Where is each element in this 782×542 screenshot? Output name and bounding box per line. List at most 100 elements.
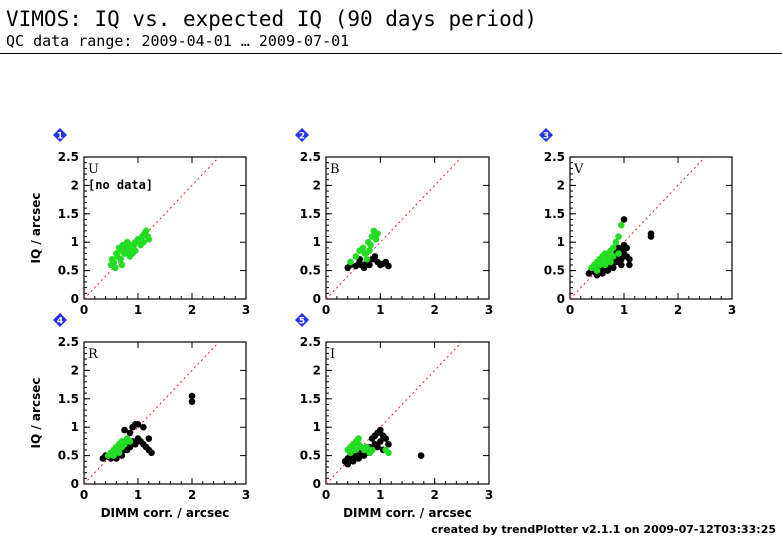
panel-2-ytick-label: 1: [313, 235, 321, 249]
panel-3-point: [618, 255, 625, 263]
panel-5-point: [368, 435, 376, 442]
panel-5-point: [377, 426, 384, 434]
panel-3-ytick-label: 0.5: [544, 264, 565, 278]
panel-4-ytick-label: 0.5: [58, 449, 79, 463]
panel-3-point: [615, 233, 622, 240]
panel-5-frame: [325, 341, 490, 485]
panel-3-point: [599, 270, 606, 277]
panel-2-point: [347, 258, 354, 266]
panel-1-xtick-label: 2: [188, 303, 196, 317]
panel-1-point: [117, 255, 125, 263]
panel-2-point: [352, 253, 360, 260]
panel-4-ytick-label: 2.5: [58, 335, 79, 349]
panel-4-point: [115, 449, 123, 457]
panel-5-point: [360, 452, 368, 459]
panel-2-badge-label: 2: [299, 132, 305, 142]
panel-1-point: [112, 264, 119, 272]
panel-1-xtick-label: 3: [242, 303, 250, 317]
panel-5-xtick-label: 1: [376, 488, 384, 502]
panel-5-xtick-label: 0: [322, 488, 330, 502]
panel-5-ytick-label: 1: [313, 420, 321, 434]
panel-5-point: [344, 460, 352, 468]
panel-3-point: [612, 258, 620, 266]
panel-5-point: [382, 435, 390, 442]
panel-1-xtick-label: 0: [80, 303, 88, 317]
panel-4-ytick-label: 1.5: [58, 392, 79, 406]
panel-2-band-label: B: [330, 162, 340, 177]
panel-3-ytick-label: 1: [557, 235, 565, 249]
panel-1-xtick-label: 1: [134, 303, 142, 317]
panel-3-point: [620, 216, 628, 223]
panel-3-xtick-label: 3: [728, 303, 736, 317]
panel-1-point: [132, 247, 139, 255]
panel-4-point: [145, 435, 153, 442]
panel-3-badge-label: 3: [543, 132, 549, 142]
panel-4-point: [121, 426, 128, 434]
panel-3-xtick-label: 1: [620, 303, 628, 317]
panel-5-point: [349, 457, 357, 465]
panel-3-xtick-label: 0: [566, 303, 574, 317]
panel-1-badge-label: 1: [57, 132, 63, 142]
panel-3-point: [623, 244, 630, 252]
panel-2-point: [366, 261, 373, 269]
panel-3-point: [607, 258, 614, 266]
panel-3-band-label: V: [573, 162, 584, 177]
page-title: VIMOS: IQ vs. expected IQ (90 days perio…: [6, 7, 538, 31]
panel-2-badge: [295, 128, 309, 142]
panel-5-band-label: I: [330, 347, 335, 362]
panel-5-ytick-label: 2: [313, 363, 321, 377]
panel-4-frame: [83, 341, 247, 485]
panel-1-ytick-label: 0.5: [58, 264, 79, 278]
header-divider: [0, 53, 782, 54]
panel-4-point: [134, 421, 142, 428]
panel-5-point: [385, 440, 392, 448]
panel-4-xtick-label: 3: [242, 488, 250, 502]
panel-2-point: [371, 253, 379, 260]
panel-2-point: [367, 241, 374, 249]
panel-5-xlabel: DIMM corr. / arcsec: [343, 506, 472, 520]
panel-1-band-label: U: [88, 162, 99, 177]
panel-3-ytick-label: 2.5: [544, 150, 565, 164]
panel-5-ytick-label: 0: [313, 477, 321, 491]
panel-4-xtick-label: 2: [188, 488, 196, 502]
panel-4-badge-label: 4: [57, 317, 63, 327]
panel-1-point: [110, 258, 117, 266]
panel-2-point: [363, 255, 371, 263]
page-subtitle: QC data range: 2009-04-01 … 2009-07-01: [6, 32, 350, 50]
panel-4-point: [126, 429, 134, 437]
panel-3-frame: [569, 156, 733, 300]
panel-1-point: [126, 253, 134, 260]
panel-4-point: [188, 392, 196, 400]
panel-3-point: [609, 253, 617, 260]
panel-4-ylabel: IQ / arcsec: [29, 378, 43, 449]
panel-4-ytick-label: 1: [71, 420, 79, 434]
panel-3-point: [593, 271, 601, 279]
panel-5-badge-label: 5: [299, 317, 305, 327]
footer-credit: created by trendPlotter v2.1.1 on 2009-0…: [431, 523, 776, 536]
panel-2-point: [366, 247, 373, 255]
panel-5-point: [347, 449, 354, 457]
panel-1-note: [no data]: [88, 178, 153, 192]
panel-3-point: [609, 264, 617, 272]
panel-4-point: [126, 438, 134, 445]
panel-5-point: [355, 435, 362, 442]
panel-2-reference-line: [325, 156, 463, 300]
panel-3-reference-line: [569, 156, 706, 300]
panel-5-xtick-label: 3: [485, 488, 493, 502]
panel-2-ytick-label: 1.5: [300, 207, 321, 221]
panel-1-badge: [53, 128, 67, 142]
panel-2-point: [374, 230, 381, 237]
panel-5-point: [377, 438, 384, 445]
panel-4-point: [118, 443, 126, 451]
panel-1-ytick-label: 1: [71, 235, 79, 249]
panel-3-point: [604, 267, 612, 274]
panel-3-point: [593, 267, 601, 274]
panel-2-point: [359, 244, 367, 252]
panel-3-ytick-label: 0: [557, 292, 565, 306]
panel-2-xtick-label: 0: [322, 303, 330, 317]
panel-1-point: [145, 236, 153, 243]
panel-1-point: [140, 238, 147, 246]
panel-2-ytick-label: 2: [313, 178, 321, 192]
panel-1-point: [118, 261, 126, 269]
panel-3-point: [626, 255, 633, 263]
